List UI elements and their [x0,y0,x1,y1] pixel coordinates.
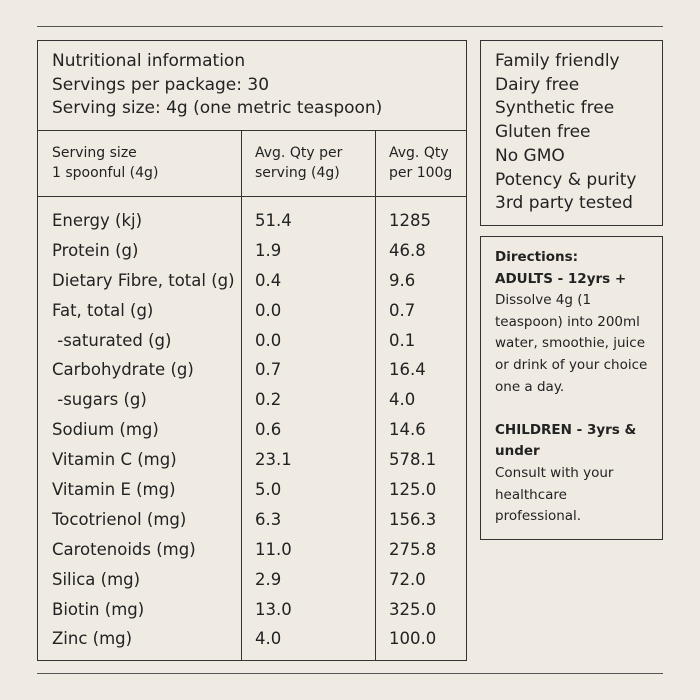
adults-label: ADULTS - 12yrs + [495,270,627,287]
value-per-serving: 1.9 [255,240,282,260]
column-header-per-serving: Avg. Qty per serving (4g) [255,145,343,181]
value-per-100g: 125.0 [389,480,437,500]
nutrient-name: Sodium (mg) [52,420,159,440]
value-per-100g: 0.7 [389,300,416,320]
table-row: Carotenoids (mg) 11.0 275.8 [38,535,466,565]
table-row: Sodium (mg) 0.6 14.6 [38,415,466,445]
nutrient-name: Fat, total (g) [52,300,154,320]
bottom-divider [37,673,663,674]
nutrition-panel: Nutritional information Servings per pac… [37,40,467,661]
nutrition-header: Nutritional information Servings per pac… [38,41,466,131]
nutrient-name: Carbohydrate (g) [52,360,194,380]
column-header-per-100g: Avg. Qty per 100g [389,145,453,181]
value-per-serving: 11.0 [255,539,292,559]
table-row: Tocotrienol (mg) 6.3 156.3 [38,505,466,535]
nutrient-name: Energy (kj) [52,211,143,230]
value-per-serving: 0.0 [255,300,282,320]
value-per-100g: 275.8 [389,539,437,559]
value-per-100g: 100.0 [389,629,437,649]
nutrient-name: Tocotrienol (mg) [52,509,187,529]
claim-item: 3rd party tested [495,193,633,214]
table-row: -sugars (g) 0.2 4.0 [38,385,466,415]
children-instructions: Consult with your healthcare professiona… [495,464,614,525]
table-row: Vitamin C (mg) 23.1 578.1 [38,445,466,475]
nutrition-title: Nutritional information [52,51,246,71]
value-per-serving: 0.4 [255,270,282,290]
value-per-serving: 51.4 [255,211,292,230]
column-divider [241,131,242,660]
nutrient-name: Protein (g) [52,240,139,260]
table-row: Vitamin E (mg) 5.0 125.0 [38,475,466,505]
value-per-100g: 325.0 [389,599,437,619]
claim-item: Gluten free [495,122,591,143]
claims-box: Family friendly Dairy free Synthetic free G… [480,40,663,226]
claim-item: No GMO [495,145,565,166]
table-row: -saturated (g) 0.0 0.1 [38,326,466,356]
value-per-serving: 23.1 [255,450,292,470]
column-header-serving: Serving size 1 spoonful (4g) [52,145,159,181]
value-per-serving: 4.0 [255,629,282,649]
nutrient-name: Biotin (mg) [52,599,145,619]
value-per-serving: 6.3 [255,509,282,529]
claim-item: Dairy free [495,74,580,95]
value-per-100g: 9.6 [389,270,416,290]
table-row: Energy (kj) 51.4 1285 [38,206,466,236]
value-per-100g: 578.1 [389,450,437,470]
nutrient-name: Carotenoids (mg) [52,539,196,559]
nutrient-name: -sugars (g) [52,390,147,410]
value-per-serving: 0.2 [255,390,282,410]
spacer [495,398,656,420]
claim-item: Synthetic free [495,98,615,119]
serving-size: Serving size: 4g (one metric teaspoon) [52,98,383,118]
nutrient-name: Vitamin E (mg) [52,480,176,500]
table-row: Fat, total (g) 0.0 0.7 [38,296,466,326]
nutrient-name: -saturated (g) [52,330,172,350]
value-per-serving: 0.6 [255,420,282,440]
top-divider [37,26,663,27]
value-per-serving: 2.9 [255,569,282,589]
servings-per-package: Servings per package: 30 [52,74,270,95]
nutrition-rows: Energy (kj) 51.4 1285 Protein (g) 1.9 46.8 Die… [38,206,466,654]
value-per-serving: 0.0 [255,330,282,350]
value-per-100g: 16.4 [389,360,426,380]
table-row: Biotin (mg) 13.0 325.0 [38,595,466,625]
table-row: Silica (mg) 2.9 72.0 [38,565,466,595]
nutrient-name: Zinc (mg) [52,629,133,649]
children-label: CHILDREN - 3yrs & under [495,421,637,460]
value-per-100g: 0.1 [389,330,416,350]
claim-item: Family friendly [495,51,620,71]
value-per-100g: 14.6 [389,420,426,440]
value-per-100g: 72.0 [389,569,426,589]
value-per-100g: 4.0 [389,390,416,410]
column-headers: Serving size 1 spoonful (4g) Avg. Qty pe… [38,131,466,197]
value-per-serving: 5.0 [255,480,282,500]
value-per-100g: 1285 [389,211,431,230]
nutrient-name: Vitamin C (mg) [52,450,177,470]
value-per-100g: 156.3 [389,509,437,529]
nutrient-name: Silica (mg) [52,569,141,589]
claim-item: Potency & purity [495,169,637,190]
value-per-serving: 0.7 [255,360,282,380]
table-row: Dietary Fibre, total (g) 0.4 9.6 [38,266,466,296]
nutrient-name: Dietary Fibre, total (g) [52,270,235,290]
value-per-100g: 46.8 [389,240,426,260]
directions-heading: Directions: [495,249,579,265]
table-row: Zinc (mg) 4.0 100.0 [38,624,466,654]
directions-box: Directions: ADULTS - 12yrs + Dissolve 4g… [480,236,663,540]
value-per-serving: 13.0 [255,599,292,619]
table-row: Carbohydrate (g) 0.7 16.4 [38,355,466,385]
column-divider [375,131,376,660]
table-row: Protein (g) 1.9 46.8 [38,236,466,266]
adults-instructions: Dissolve 4g (1 teaspoon) into 200ml wate… [495,292,648,395]
